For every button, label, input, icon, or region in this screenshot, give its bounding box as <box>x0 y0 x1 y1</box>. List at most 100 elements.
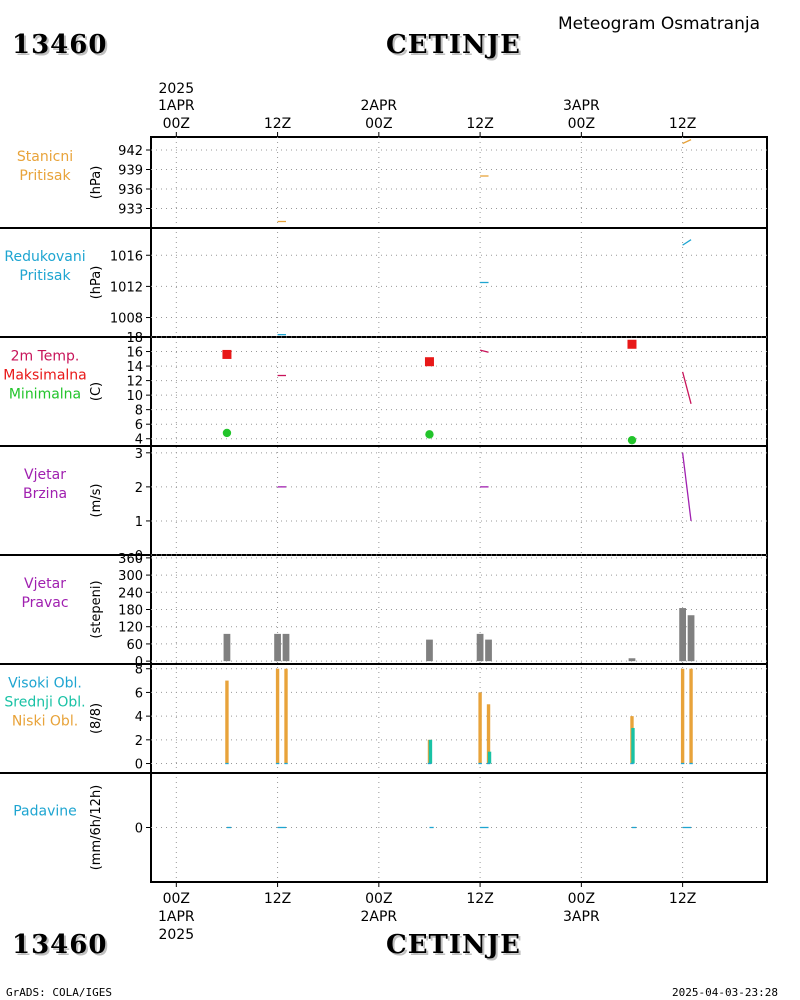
series-line-wind-speed <box>681 452 692 522</box>
tick-label-temperature: 14 <box>126 360 143 375</box>
tick-label-wind-direction: 180 <box>118 604 143 619</box>
tick-label-cloud-cover: 8 <box>135 663 143 678</box>
panel-label-wind-speed: Vjetar <box>24 467 66 483</box>
panel-label-cloud-cover: Srednji Obl. <box>4 695 85 711</box>
wind-direction-bar <box>282 633 290 662</box>
panel-label-wind-speed: Brzina <box>23 486 67 502</box>
meteogram-subtitle: Meteogram Osmatranja <box>558 14 761 34</box>
date-label-top: 2APR <box>361 98 398 114</box>
panel-label-temperature: Maksimalna <box>3 368 87 384</box>
panel-label-station-pressure: Pritisak <box>19 168 71 184</box>
tick-label-cloud-cover: 4 <box>135 710 143 725</box>
plot-frame <box>150 136 768 883</box>
panel-label-precipitation: Padavine <box>13 804 77 820</box>
unit-label-wind-speed: (m/s) <box>89 484 104 518</box>
panel-label-station-pressure: Stanicni <box>17 149 73 165</box>
tick-label-wind-direction: 240 <box>118 586 143 601</box>
tick-label-temperature: 6 <box>135 418 143 433</box>
time-label-bottom: 12Z <box>669 891 696 907</box>
wind-direction-bar <box>679 608 686 662</box>
time-label-bottom: 12Z <box>264 891 291 907</box>
tick-label-cloud-cover: 2 <box>135 734 143 749</box>
unit-label-precipitation: (mm/6h/12h) <box>89 785 104 871</box>
station-name-bottom: CETINJE <box>386 930 521 960</box>
series-line-reduced-pressure <box>682 239 692 246</box>
panel-label-reduced-pressure: Redukovani <box>4 249 85 265</box>
low-cloud-bar <box>275 668 280 764</box>
tick-label-station-pressure: 936 <box>118 183 143 198</box>
wind-direction-bar <box>628 658 636 662</box>
time-label-top: 12Z <box>264 116 291 132</box>
tick-label-cloud-cover: 6 <box>135 686 143 701</box>
low-cloud-bar <box>680 668 685 764</box>
date-label-bottom: 1APR <box>158 909 195 925</box>
date-label-bottom: 2APR <box>361 909 398 925</box>
series-line-temperature <box>681 371 692 405</box>
tick-label-reduced-pressure: 1012 <box>110 280 143 295</box>
time-label-top: 12Z <box>466 116 493 132</box>
unit-label-cloud-cover: (8/8) <box>89 703 104 734</box>
min-temp-marker <box>222 428 232 438</box>
low-cloud-bar <box>225 680 229 764</box>
low-cloud-bar <box>689 668 693 764</box>
low-cloud-bar <box>478 692 482 764</box>
tick-label-wind-direction: 120 <box>118 621 143 636</box>
unit-label-temperature: (C) <box>89 382 104 401</box>
time-label-bottom: 00Z <box>568 891 595 907</box>
tick-label-temperature: 4 <box>135 433 143 448</box>
wind-direction-bar <box>687 615 695 662</box>
panel-label-temperature: 2m Temp. <box>11 349 80 365</box>
footer-timestamp: 2025-04-03-23:28 <box>672 986 778 999</box>
tick-label-temperature: 10 <box>126 389 143 404</box>
min-temp-marker <box>425 430 434 439</box>
wind-direction-bar <box>274 633 281 662</box>
tick-label-temperature: 12 <box>126 375 143 390</box>
tick-label-wind-speed: 2 <box>135 481 143 496</box>
time-label-bottom: 00Z <box>163 891 190 907</box>
tick-label-reduced-pressure: 1016 <box>110 249 143 264</box>
station-id-bottom: 13460 <box>12 930 108 960</box>
tick-label-station-pressure: 942 <box>118 144 143 159</box>
year-label-top: 2025 <box>158 81 194 97</box>
station-id-top: 13460 <box>12 30 108 60</box>
max-temp-marker <box>627 339 637 349</box>
tick-label-precipitation: 0 <box>135 822 143 837</box>
series-line-station-pressure <box>682 139 692 145</box>
wind-direction-bar <box>476 633 484 662</box>
date-label-top: 1APR <box>158 98 195 114</box>
tick-label-temperature: 8 <box>135 404 143 419</box>
tick-label-wind-direction: 360 <box>118 552 143 567</box>
tick-label-wind-speed: 3 <box>135 447 143 462</box>
min-temp-marker <box>627 435 637 445</box>
tick-label-cloud-cover: 0 <box>135 758 143 773</box>
wind-direction-bar <box>223 633 231 662</box>
unit-label-station-pressure: (hPa) <box>89 166 104 200</box>
time-label-bottom: 00Z <box>365 891 392 907</box>
tick-label-station-pressure: 933 <box>118 203 143 218</box>
panel-label-wind-direction: Vjetar <box>24 576 66 592</box>
time-label-top: 12Z <box>669 116 696 132</box>
year-label-bottom: 2025 <box>158 927 194 943</box>
low-cloud-bar <box>486 704 491 764</box>
middle-cloud-bar <box>487 751 492 764</box>
date-label-top: 3APR <box>563 98 600 114</box>
tick-label-wind-direction: 0 <box>135 655 143 670</box>
tick-label-temperature: 16 <box>126 346 143 361</box>
wind-direction-bar <box>485 639 492 662</box>
time-label-top: 00Z <box>163 116 190 132</box>
tick-label-wind-direction: 60 <box>126 638 143 653</box>
wind-direction-bar <box>426 639 433 662</box>
footer-credit: GrADS: COLA/IGES <box>6 986 112 999</box>
unit-label-reduced-pressure: (hPa) <box>89 266 104 300</box>
time-label-bottom: 12Z <box>466 891 493 907</box>
tick-label-wind-speed: 1 <box>135 515 143 530</box>
low-cloud-bar <box>284 668 288 764</box>
panel-label-temperature: Minimalna <box>9 387 81 403</box>
tick-label-wind-speed: 0 <box>135 549 143 564</box>
time-label-top: 00Z <box>365 116 392 132</box>
series-line-temperature <box>479 349 489 353</box>
max-temp-marker <box>424 357 434 367</box>
tick-label-wind-direction: 300 <box>118 569 143 584</box>
max-temp-marker <box>222 349 232 359</box>
